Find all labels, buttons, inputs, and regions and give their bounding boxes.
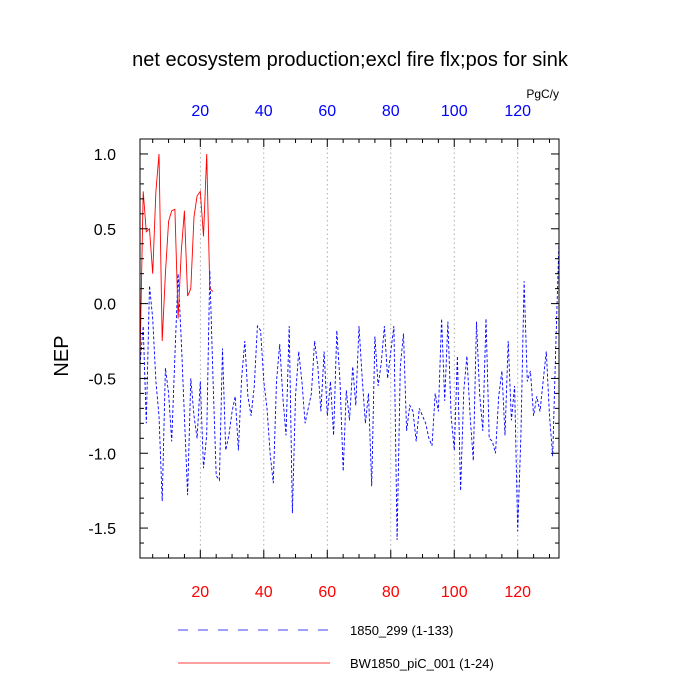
x-tick-label: 120	[504, 584, 531, 601]
legend: 1850_299 (1-133) BW1850_piC_001 (1-24)	[178, 623, 494, 671]
top-tick-label: 120	[504, 103, 531, 120]
series-line-2	[139, 153, 214, 361]
units-label: PgC/y	[526, 87, 559, 101]
top-tick-label: 80	[382, 103, 400, 120]
y-tick-label: 0.0	[94, 297, 116, 314]
series-line-1	[139, 240, 560, 541]
top-tick-label: 40	[255, 103, 273, 120]
chart-title: net ecosystem production;excl fire flx;p…	[132, 49, 569, 71]
y-axis-label: NEP	[51, 335, 73, 376]
series-lines	[139, 153, 560, 541]
y-tick-label: 0.5	[94, 222, 116, 239]
top-tick-label: 20	[191, 103, 209, 120]
x-tick-label: 60	[318, 584, 336, 601]
x-tick-label: 80	[382, 584, 400, 601]
y-tick-label: -1.0	[88, 446, 116, 463]
grid-lines	[199, 139, 519, 558]
top-tick-label: 60	[318, 103, 336, 120]
axes: 20 40 60 80 100 120 20 40 60 80 100 120 1.0 0.5 0.0 -0.…	[88, 103, 559, 601]
x-tick-label: 20	[191, 584, 209, 601]
legend-label: BW1850_piC_001 (1-24)	[350, 656, 494, 671]
y-tick-label: -0.5	[88, 371, 116, 388]
y-tick-label: -1.5	[88, 521, 116, 538]
x-tick-label: 40	[255, 584, 273, 601]
top-tick-label: 100	[441, 103, 468, 120]
y-tick-label: 1.0	[94, 147, 116, 164]
legend-label: 1850_299 (1-133)	[350, 623, 453, 638]
x-tick-label: 100	[441, 584, 468, 601]
plot-frame	[139, 138, 560, 559]
